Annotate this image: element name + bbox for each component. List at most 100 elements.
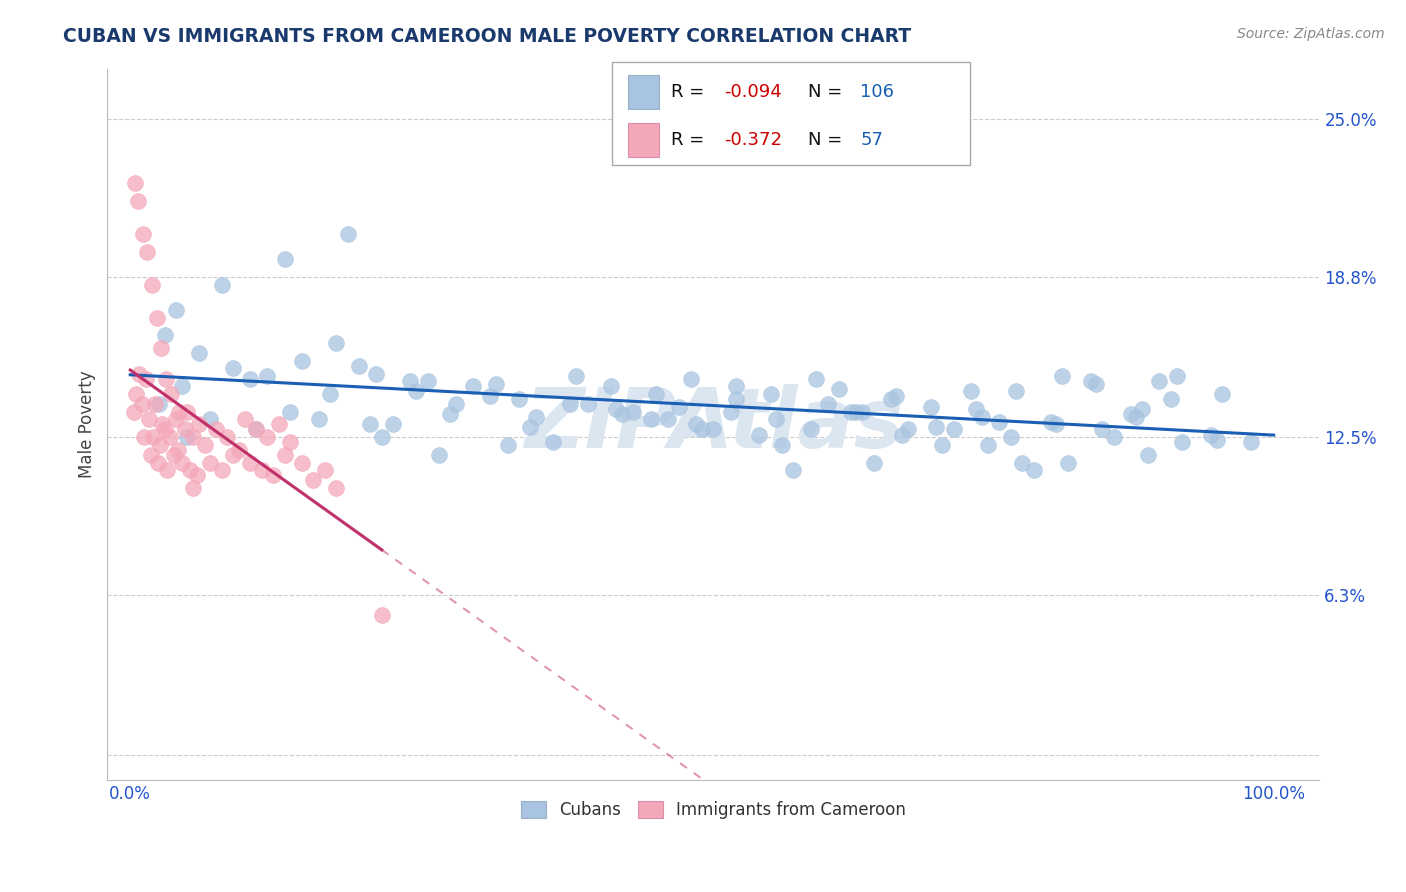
Text: ZIPAtlas: ZIPAtlas: [523, 384, 903, 465]
Point: [1136, 448, 1159, 462]
Point: [845, 405, 868, 419]
Point: [925, 420, 948, 434]
Text: -0.372: -0.372: [724, 131, 782, 149]
Text: -0.094: -0.094: [724, 83, 782, 101]
Point: [181, 430, 204, 444]
Point: [245, 422, 267, 436]
Point: [1057, 456, 1080, 470]
Legend: Cubans, Immigrants from Cameroon: Cubans, Immigrants from Cameroon: [515, 794, 912, 825]
Point: [1205, 433, 1227, 447]
Point: [179, 463, 201, 477]
Point: [690, 422, 713, 436]
Point: [153, 328, 176, 343]
Point: [519, 420, 541, 434]
Point: [891, 427, 914, 442]
Point: [347, 359, 370, 373]
Point: [759, 387, 782, 401]
Point: [222, 448, 245, 462]
Point: [640, 412, 662, 426]
Point: [621, 405, 644, 419]
Point: [239, 456, 262, 470]
Point: [862, 456, 884, 470]
Point: [897, 422, 920, 436]
Point: [146, 456, 169, 470]
Point: [416, 374, 439, 388]
Text: R =: R =: [671, 83, 704, 101]
Point: [291, 456, 314, 470]
Point: [278, 435, 301, 450]
Point: [1199, 427, 1222, 442]
Point: [163, 448, 186, 462]
Point: [181, 481, 204, 495]
Point: [200, 456, 222, 470]
Point: [942, 422, 965, 436]
Point: [150, 341, 173, 355]
Point: [800, 422, 823, 436]
Point: [405, 384, 427, 399]
Point: [256, 369, 278, 384]
Point: [211, 277, 233, 292]
Point: [1039, 415, 1062, 429]
Point: [839, 405, 862, 419]
Point: [160, 387, 183, 401]
Point: [222, 361, 245, 376]
Point: [336, 227, 359, 241]
Point: [965, 402, 987, 417]
Point: [325, 336, 347, 351]
Point: [148, 397, 170, 411]
Text: N =: N =: [808, 131, 842, 149]
Point: [886, 389, 908, 403]
Point: [565, 369, 588, 384]
Point: [187, 417, 209, 432]
Point: [610, 407, 633, 421]
Point: [127, 194, 149, 208]
Point: [1102, 430, 1125, 444]
Point: [170, 456, 193, 470]
Point: [988, 415, 1011, 429]
Point: [382, 417, 405, 432]
Point: [139, 448, 162, 462]
Point: [273, 448, 295, 462]
Point: [291, 354, 314, 368]
Point: [170, 379, 193, 393]
Point: [278, 405, 301, 419]
Point: [174, 422, 197, 436]
Point: [543, 435, 565, 450]
Point: [463, 379, 485, 393]
Point: [576, 397, 599, 411]
Point: [125, 387, 148, 401]
Text: CUBAN VS IMMIGRANTS FROM CAMEROON MALE POVERTY CORRELATION CHART: CUBAN VS IMMIGRANTS FROM CAMEROON MALE P…: [63, 27, 911, 45]
Point: [399, 374, 422, 388]
Point: [748, 427, 770, 442]
Point: [205, 422, 228, 436]
Point: [132, 227, 155, 241]
Point: [1166, 369, 1188, 384]
Point: [169, 405, 191, 419]
Point: [977, 438, 1000, 452]
Point: [1091, 422, 1114, 436]
Point: [439, 407, 461, 421]
Point: [605, 402, 627, 417]
Point: [194, 438, 217, 452]
Point: [124, 176, 146, 190]
Point: [319, 387, 342, 401]
Point: [141, 277, 163, 292]
Point: [359, 417, 381, 432]
Point: [132, 430, 155, 444]
Point: [176, 405, 198, 419]
Point: [273, 252, 295, 267]
Point: [770, 438, 793, 452]
Point: [302, 473, 325, 487]
Point: [479, 389, 502, 403]
Point: [186, 468, 208, 483]
Text: N =: N =: [808, 83, 842, 101]
Point: [267, 417, 290, 432]
Point: [1000, 430, 1022, 444]
Point: [1240, 435, 1263, 450]
Point: [806, 371, 828, 385]
Point: [496, 438, 519, 452]
Point: [1171, 435, 1194, 450]
Point: [364, 367, 387, 381]
Point: [239, 371, 262, 385]
Point: [145, 397, 167, 411]
